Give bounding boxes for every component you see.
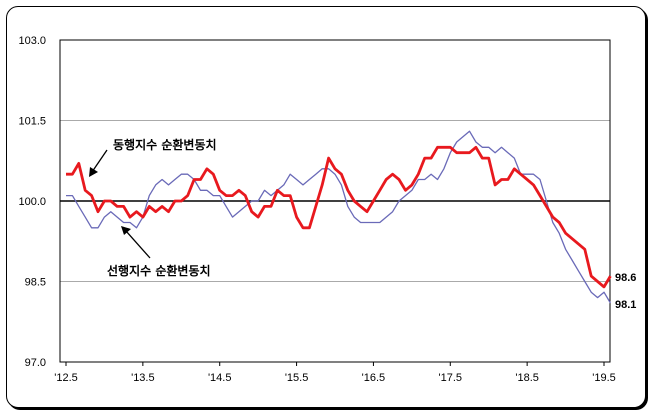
annotation-arrow-coincident [89,149,108,177]
x-tick-label: '13.5 [131,372,155,384]
series-line-coincident [66,145,612,289]
x-tick-label: '14.5 [208,372,232,384]
x-tick-label: '15.5 [285,372,309,384]
annotation-leading: 선행지수 순환변동치 [107,263,211,278]
annotation-arrow-leading [121,226,151,259]
x-tick-label: '17.5 [439,372,463,384]
y-tick-label: 100.0 [18,196,46,208]
end-label-leading: 98.1 [615,299,636,311]
y-tick-label: 97.0 [25,357,46,369]
y-tick-label: 101.5 [18,116,46,128]
end-label-coincident: 98.6 [615,272,636,284]
y-tick-label: 98.5 [25,277,46,289]
x-tick-label: '18.5 [515,372,539,384]
chart-frame [6,6,646,408]
x-tick-label: '16.5 [362,372,386,384]
annotation-coincident: 동행지수 순환변동치 [113,137,217,152]
x-tick-label: '12.5 [54,372,78,384]
y-tick-label: 103.0 [18,35,46,47]
x-tick-label: '19.5 [592,372,616,384]
